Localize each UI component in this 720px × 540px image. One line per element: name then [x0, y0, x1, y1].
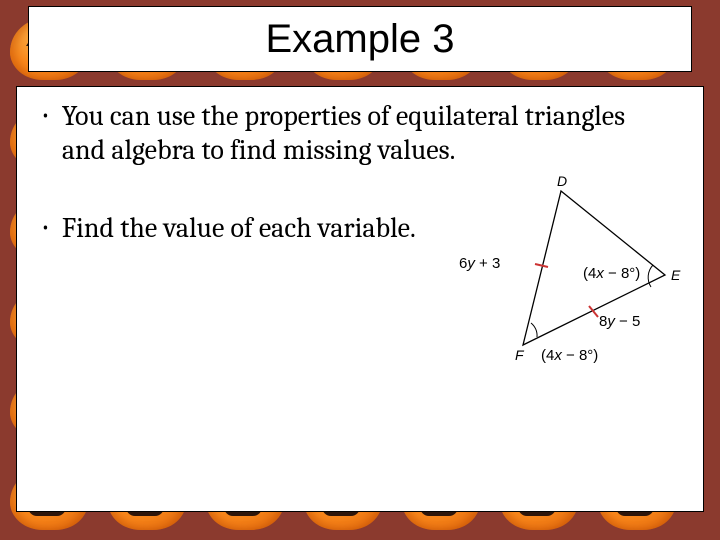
page-title: Example 3 — [266, 17, 455, 62]
figure-angle-label: (4x − 8°) — [583, 265, 640, 282]
vertex-label-f: F — [515, 347, 524, 363]
figure-side-label: 8y − 5 — [599, 313, 640, 330]
vertex-label-e: E — [671, 267, 680, 283]
bullet-text: Find the value of each variable. — [62, 211, 416, 245]
figure-angle-label: (4x − 8°) — [541, 347, 598, 364]
bullet-dot-icon: • — [41, 211, 50, 243]
triangle-figure: D E F 6y + 3 8y − 5 (4x − 8°) (4x − 8°) — [453, 187, 681, 377]
vertex-label-d: D — [557, 173, 567, 189]
content-box: • You can use the properties of equilate… — [16, 86, 704, 512]
bullet-dot-icon: • — [41, 99, 50, 131]
figure-side-label: 6y + 3 — [459, 255, 500, 272]
title-box: Example 3 — [28, 6, 692, 72]
bullet-item: • You can use the properties of equilate… — [41, 99, 697, 167]
bullet-text: You can use the properties of equilatera… — [62, 99, 662, 167]
